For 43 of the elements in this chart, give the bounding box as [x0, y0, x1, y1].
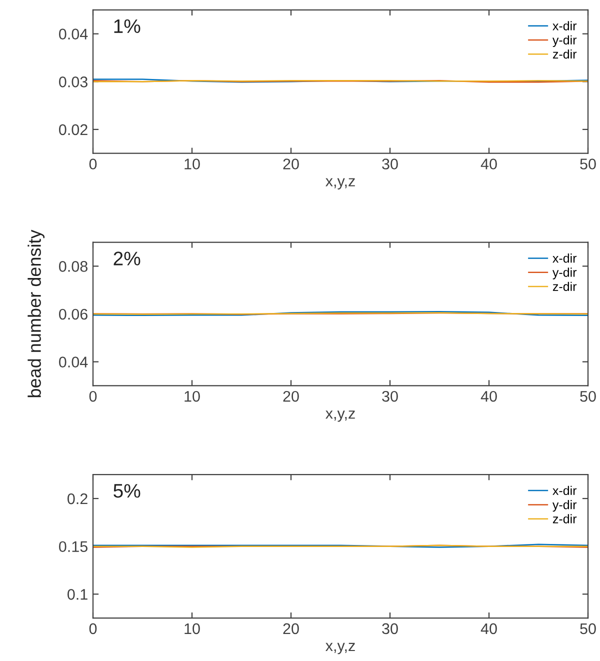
x-tick-label: 10 [184, 390, 200, 402]
x-tick-label: 10 [184, 623, 200, 634]
annotation: 5% [114, 484, 140, 498]
legend-label: z-dir [552, 514, 577, 524]
y-tick-label: 0.04 [59, 28, 88, 40]
x-axis-title: x,y,z [326, 642, 355, 654]
x-tick-label: 10 [184, 158, 200, 170]
x-tick-label: 50 [580, 390, 596, 402]
x-tick-label: 0 [89, 623, 97, 634]
x-tick-label: 40 [480, 623, 497, 634]
y-tick-label: 0.02 [59, 124, 88, 136]
legend-label: y-dir [552, 268, 577, 280]
legend-label: z-dir [552, 49, 577, 59]
y-tick-label: 0.1 [68, 589, 88, 600]
legend-label: y-dir [552, 500, 577, 512]
x-tick-label: 30 [382, 158, 398, 170]
y-tick-label: 0.06 [59, 308, 88, 320]
legend-label: x-dir [552, 254, 577, 263]
y-axis-title: bead number density [28, 230, 45, 398]
x-tick-label: 40 [480, 158, 497, 170]
x-tick-label: 20 [283, 623, 299, 634]
x-tick-label: 50 [580, 158, 596, 170]
y-tick-label: 0.04 [59, 356, 88, 368]
annotation: 1% [114, 19, 140, 33]
x-tick-label: 20 [283, 158, 299, 170]
x-tick-label: 30 [382, 390, 398, 402]
x-axis-title: x,y,z [326, 178, 355, 190]
y-tick-label: 0.08 [59, 261, 88, 272]
legend-label: y-dir [552, 35, 577, 47]
x-axis-title: x,y,z [326, 410, 355, 422]
legend-label: x-dir [552, 486, 577, 496]
legend-label: x-dir [552, 21, 577, 30]
y-tick-label: 0.03 [59, 76, 88, 88]
y-tick-label: 0.15 [59, 541, 88, 552]
x-tick-label: 0 [89, 390, 97, 402]
x-tick-label: 0 [89, 158, 97, 170]
x-tick-label: 40 [480, 390, 497, 402]
x-tick-label: 20 [283, 390, 299, 402]
y-tick-label: 0.2 [68, 493, 88, 504]
annotation: 2% [114, 252, 140, 266]
x-tick-label: 50 [580, 623, 596, 634]
x-tick-label: 30 [382, 623, 398, 634]
legend-label: z-dir [552, 282, 577, 291]
